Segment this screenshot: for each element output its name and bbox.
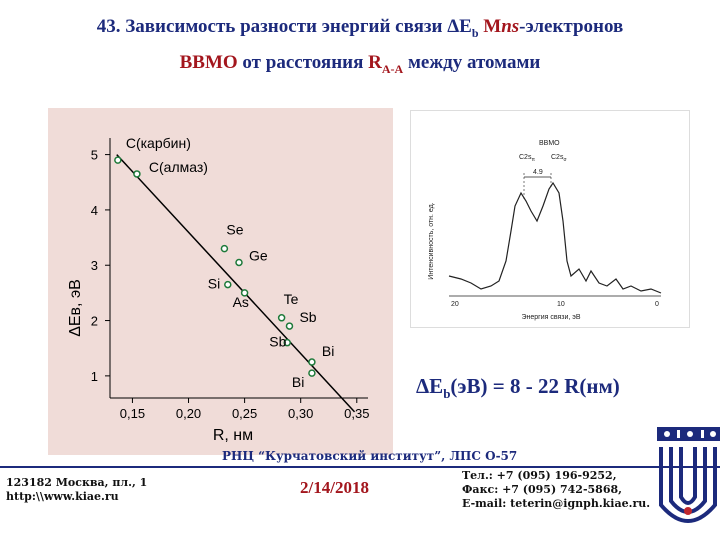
chart-ylabel: ΔEв, эВ [67,279,84,337]
scatter-chart-svg: ΔEв, эВ R, нм 0,15 0,20 0,25 0,30 0,3512345 … [67,135,369,444]
xps-spectrum-figure: 4.9 ВВМО C2sπ C2sσ Интенсивность, отн. е… [410,110,690,328]
spectrum-xtick-20: 20 [451,301,459,308]
data-point [283,338,291,347]
formula-rest: (эВ) = 8 - 22 R(нм) [450,374,620,398]
title-ns: ns [501,16,520,37]
data-point [308,369,316,377]
data-point [114,156,122,164]
contact-email[interactable]: E-mail: teterin@ignph.kiae.ru. [462,497,651,510]
chart-xlabel: R, нм [213,427,253,444]
data-point [224,280,232,289]
spectrum-c2s-pi-label: C2sπ [519,154,535,163]
formula-sub: b [443,386,451,402]
title-suffix: -электронов [519,16,624,37]
footer-contacts: Тел.: +7 (095) 196-9252, Факс: +7 (095) … [462,469,650,511]
spectrum-vvmo-label: ВВМО [539,140,560,147]
title-text: 43. Зависимость разности энергий связи [96,16,448,37]
kurchatov-logo [655,425,720,540]
title-suffix-2: между атомами [403,51,541,73]
address-line: 123182 Москва, пл., 1 [6,476,148,489]
y-tick-label: 1 [91,369,98,384]
title-delta: ΔE [447,16,472,37]
data-point [220,244,229,253]
title-m: M [478,16,502,37]
data-point [235,258,243,267]
spectrum-svg: 4.9 ВВМО C2sπ C2sσ Интенсивность, отн. е… [428,140,662,321]
data-point [277,314,286,322]
point-label: Ge [249,247,268,263]
footer-address: 123182 Москва, пл., 1 http:\\www.kiae.ru [6,476,147,504]
slide-date: 2/14/2018 [300,478,369,497]
spectrum-ylabel: Интенсивность, отн. ед. [428,202,435,279]
spectrum-c2s-sigma-label: C2sσ [551,154,567,163]
title-r: R [368,51,382,73]
fit-formula: ΔEb(эВ) = 8 - 22 R(нм) [416,374,620,402]
spectrum-xlabel: Энергия связи, эВ [521,314,580,321]
title-sub: b [471,25,479,40]
title-vvmo: ВВМО [179,51,238,73]
title-line-2: ВВМО от расстояния RA-A между атомами [0,48,720,84]
data-point [308,358,316,366]
x-tick-label: 0,25 [232,406,257,421]
contact-tel: Тел.: +7 (095) 196-9252, [462,469,617,482]
contact-fax: Факс: +7 (095) 742-5868, [462,483,622,496]
title-mid: от расстояния [237,51,369,73]
x-tick-label: 0,30 [288,406,313,421]
y-tick-label: 2 [91,314,98,329]
point-label: Bi [322,343,334,359]
slide-title: 43. Зависимость разности энергий связи Δ… [0,12,720,84]
point-label: Sb [299,309,316,325]
point-label: Te [284,291,299,307]
scatter-chart: ΔEв, эВ R, нм 0,15 0,20 0,25 0,30 0,35 1 2 3 4 5 … [48,108,393,455]
point-label: As [233,294,249,310]
x-tick-label: 0,20 [176,406,201,421]
footer-institute: РНЦ “Курчатовский институт”, ЛПС О-57 [222,449,518,463]
spectrum-gap-label: 4.9 [533,169,543,176]
fit-line [116,154,356,413]
x-tick-label: 0,15 [120,406,145,421]
spectrum-xtick-10: 10 [557,301,565,308]
y-tick-label: 3 [91,258,98,273]
data-point [285,322,294,330]
point-label: Sb [269,334,286,350]
x-tick-label: 0,35 [344,406,369,421]
spectrum-curve [448,181,662,294]
formula-delta: ΔE [416,374,444,398]
y-tick-label: 5 [91,148,98,163]
y-tick-label: 4 [91,203,98,218]
point-label: C(алмаз) [149,159,208,175]
point-label: Bi [292,374,304,390]
point-label: Se [226,222,243,238]
title-line-1: 43. Зависимость разности энергий связи Δ… [0,12,720,48]
point-label: Si [208,276,220,292]
spectrum-xtick-0: 0 [655,301,659,308]
website-link[interactable]: http:\\www.kiae.ru [6,490,119,503]
footer-divider [0,466,720,468]
data-point [240,289,249,297]
point-label: C(карбин) [126,135,191,151]
data-point [133,170,141,178]
title-rsub: A-A [381,61,404,76]
